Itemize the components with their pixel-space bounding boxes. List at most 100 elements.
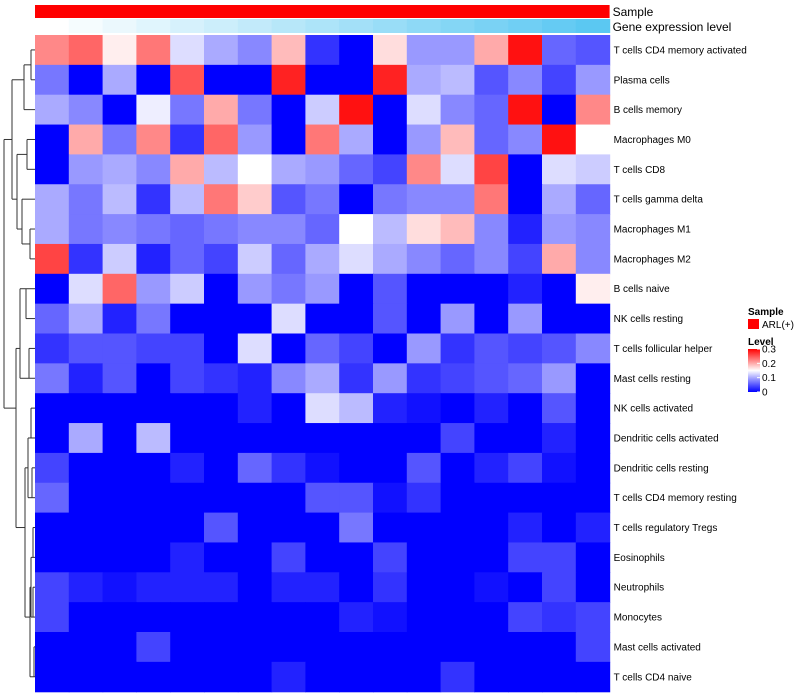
legend-level-colorbar (748, 349, 760, 392)
heatmap-cell (271, 542, 306, 573)
heatmap-cell (271, 363, 306, 394)
heatmap-cell (170, 542, 205, 573)
heatmap-cell (271, 572, 306, 603)
heatmap-cell (35, 572, 70, 603)
heatmap-cell (170, 661, 205, 693)
heatmap-cell (542, 393, 577, 424)
heatmap-cell (373, 64, 408, 96)
heatmap-cell (136, 184, 171, 215)
heatmap-cell (237, 124, 273, 155)
heatmap-cell (474, 393, 509, 424)
heatmap-cell (339, 363, 374, 394)
sample-annotation-label: Sample (613, 5, 654, 19)
heatmap-cell (406, 632, 442, 663)
heatmap-cell (237, 184, 273, 215)
heatmap-cell (373, 512, 408, 544)
heatmap-cell (373, 124, 408, 155)
heatmap-cell (508, 64, 543, 96)
heatmap-cell (204, 303, 239, 335)
heatmap-cell (35, 124, 70, 155)
heatmap-cell (170, 214, 205, 245)
row-label: Macrophages M2 (614, 254, 692, 265)
row-label: Monocytes (614, 613, 662, 624)
heatmap-cell (575, 423, 611, 454)
heatmap-cell (575, 661, 611, 693)
heatmap-cell (440, 393, 475, 424)
heatmap-cell (373, 273, 408, 305)
heatmap-cell (508, 602, 543, 633)
heatmap-cell (440, 243, 475, 275)
heatmap-cell (35, 602, 70, 633)
heatmap-cell (373, 452, 408, 484)
heatmap-cell (508, 333, 543, 364)
heatmap-cell (35, 482, 70, 514)
heatmap-cell (170, 94, 205, 126)
heatmap-cell (271, 94, 306, 126)
heatmap-cell (575, 602, 611, 633)
heatmap-cell (136, 64, 171, 96)
heatmap-cell (575, 35, 611, 66)
row-label: NK cells activated (614, 404, 693, 415)
heatmap-cell (440, 423, 475, 454)
heatmap-cell (339, 124, 374, 155)
heatmap-cell (35, 393, 70, 424)
heatmap-cell (575, 482, 611, 514)
heatmap-cell (508, 214, 543, 245)
heatmap-cell (271, 602, 306, 633)
heatmap-cell (373, 94, 408, 126)
heatmap-cell (204, 243, 239, 275)
heatmap-cell (474, 64, 509, 96)
heatmap-cell (35, 333, 70, 364)
heatmap-cell (305, 243, 340, 275)
heatmap-cell (339, 154, 374, 185)
row-label: T cells CD8 (614, 165, 666, 176)
heatmap-cell (204, 393, 239, 424)
heatmap-cell (406, 124, 442, 155)
heatmap-cell (440, 333, 475, 364)
heatmap-cell (474, 154, 509, 185)
heatmap-cell (474, 273, 509, 305)
heatmap-cell (102, 333, 137, 364)
heatmap-cell (237, 602, 273, 633)
heatmap-cell (305, 602, 340, 633)
row-label: Macrophages M1 (614, 225, 692, 236)
heatmap-cell (102, 184, 137, 215)
heatmap-cell (542, 602, 577, 633)
heatmap-cell (339, 572, 374, 603)
heatmap-cell (136, 303, 171, 335)
heatmap-cell (68, 154, 104, 185)
heatmap-cell (136, 363, 171, 394)
heatmap-cell (542, 64, 577, 96)
heatmap-cell (575, 393, 611, 424)
heatmap-cell (68, 273, 104, 305)
heatmap-cell (237, 154, 273, 185)
heatmap-cell (136, 661, 171, 693)
legend-sample-title: Sample (748, 307, 784, 318)
heatmap-cell (474, 512, 509, 544)
gene-expression-annotation-cell (373, 19, 408, 33)
heatmap-cell (373, 154, 408, 185)
heatmap-cell (68, 363, 104, 394)
heatmap-cell (508, 572, 543, 603)
heatmap-cell (305, 273, 340, 305)
row-label: B cells naive (614, 284, 671, 295)
heatmap-cell (102, 273, 137, 305)
heatmap-cell (474, 363, 509, 394)
heatmap-cell (136, 632, 171, 663)
heatmap-cell (271, 154, 306, 185)
heatmap-cell (406, 35, 442, 66)
heatmap-cell (339, 393, 374, 424)
heatmap-cell (170, 35, 205, 66)
row-label: Dendritic cells activated (614, 433, 719, 444)
row-label: Neutrophils (614, 583, 665, 594)
row-dendrogram (3, 49, 35, 678)
heatmap-cell (474, 184, 509, 215)
gene-expression-annotation-cell (305, 19, 340, 33)
heatmap-cell (373, 572, 408, 603)
heatmap-cell (271, 661, 306, 693)
heatmap-cell (237, 482, 273, 514)
heatmap-cell (68, 452, 104, 484)
heatmap-cell (271, 273, 306, 305)
heatmap-cell (474, 303, 509, 335)
